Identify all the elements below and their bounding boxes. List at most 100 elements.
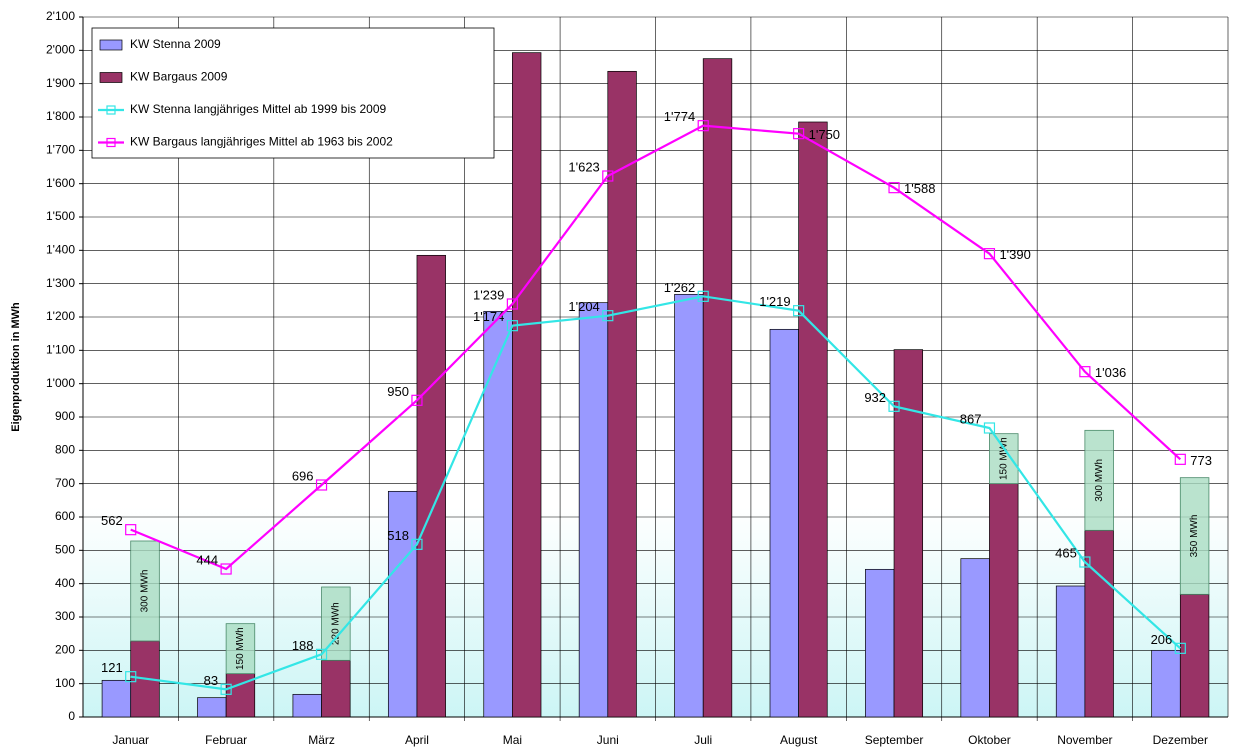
bar <box>769 328 799 718</box>
bar <box>578 302 609 718</box>
bar <box>960 558 990 718</box>
data-label: 1'623 <box>568 159 599 174</box>
data-label: 696 <box>292 468 314 483</box>
bar <box>387 490 418 718</box>
marker <box>697 120 709 132</box>
marker <box>1079 556 1091 568</box>
data-label: 773 <box>1190 453 1212 468</box>
bar <box>1151 649 1181 718</box>
bar <box>512 52 542 718</box>
stacked-box <box>1084 429 1114 531</box>
legend: KW Stenna 2009 KW Bargaus 2009 KW Stenna l… <box>91 27 495 159</box>
data-label: 83 <box>204 673 218 688</box>
legend-label: KW Stenna 2009 <box>130 37 221 51</box>
marker <box>411 394 423 406</box>
y-tick-label: 0 <box>68 709 75 723</box>
data-label: 206 <box>1151 632 1173 647</box>
data-label: 932 <box>864 390 886 405</box>
legend-label: KW Bargaus 2009 <box>130 70 228 84</box>
data-label: 188 <box>292 638 314 653</box>
marker <box>888 400 900 412</box>
marker <box>506 298 518 310</box>
marker <box>983 422 996 434</box>
marker <box>1174 642 1186 654</box>
y-tick-label: 1'700 <box>46 143 75 157</box>
y-tick-label: 1'500 <box>46 209 75 223</box>
data-label: 465 <box>1055 545 1077 560</box>
data-label: 1'588 <box>904 181 935 196</box>
stacked-box-label: 150 MWh <box>998 437 1009 480</box>
legend-marker <box>106 137 116 148</box>
marker <box>602 310 614 322</box>
marker <box>793 128 805 140</box>
x-tick-label: Oktober <box>968 733 1011 747</box>
marker <box>888 182 900 194</box>
stacked-box <box>130 540 160 642</box>
bar <box>416 254 446 718</box>
y-tick-label: 1'800 <box>46 109 75 123</box>
marker <box>697 290 709 302</box>
y-tick-label: 1'000 <box>46 376 75 390</box>
stacked-box-label: 300 MWh <box>1094 459 1105 502</box>
data-label: 444 <box>196 552 218 567</box>
y-tick-label: 600 <box>55 509 75 523</box>
y-tick-label: 2'000 <box>46 43 75 57</box>
bar <box>798 121 828 718</box>
bar <box>893 349 924 718</box>
bar <box>321 659 351 718</box>
marker <box>983 248 996 260</box>
marker <box>315 648 328 660</box>
data-label: 518 <box>387 528 409 543</box>
legend-label: KW Stenna langjähriges Mittel ab 1999 bi… <box>130 102 386 116</box>
stacked-box <box>989 433 1019 485</box>
stacked-box-label: 350 MWh <box>1189 515 1200 558</box>
y-tick-label: 1'300 <box>46 276 75 290</box>
y-tick-label: 800 <box>55 443 75 457</box>
y-tick-label: 400 <box>55 576 75 590</box>
legend-swatch <box>99 72 123 83</box>
data-label: 1'204 <box>568 299 599 314</box>
bar <box>197 697 227 718</box>
y-tick-label: 1'100 <box>46 343 75 357</box>
bar <box>483 310 513 718</box>
bar <box>674 293 704 718</box>
marker <box>125 524 137 536</box>
stacked-box-label: 220 MWh <box>330 602 341 645</box>
bar <box>101 679 132 718</box>
data-label: 950 <box>387 384 409 399</box>
marker <box>315 479 328 491</box>
marker <box>602 170 614 182</box>
marker <box>506 320 518 332</box>
stacked-box-label: 150 MWh <box>235 627 246 670</box>
x-tick-label: April <box>405 733 429 747</box>
y-tick-label: 200 <box>55 643 75 657</box>
x-tick-label: Januar <box>112 733 149 747</box>
bar <box>1084 529 1114 718</box>
x-tick-label: Dezember <box>1153 733 1208 747</box>
bar <box>989 483 1019 718</box>
y-tick-label: 1'900 <box>46 76 75 90</box>
legend-marker <box>106 105 116 115</box>
line <box>130 124 1182 571</box>
x-tick-label: Juli <box>694 733 712 747</box>
x-tick-label: März <box>308 733 335 747</box>
stacked-box <box>1179 477 1210 595</box>
bar <box>1179 593 1210 718</box>
y-tick-label: 100 <box>55 676 75 690</box>
y-tick-label: 300 <box>55 609 75 623</box>
bar <box>1055 585 1086 718</box>
data-label: 1'390 <box>999 247 1030 262</box>
marker <box>411 538 423 550</box>
marker <box>1079 366 1091 378</box>
y-tick-label: 2'100 <box>46 9 75 23</box>
data-label: 121 <box>101 660 123 675</box>
data-label: 1'219 <box>759 294 790 309</box>
data-label: 1'262 <box>664 280 695 295</box>
legend-box <box>91 27 495 159</box>
x-tick-label: Mai <box>503 733 522 747</box>
x-tick-label: November <box>1057 733 1112 747</box>
x-tick-label: August <box>780 733 818 747</box>
y-tick-label: 1'200 <box>46 309 75 323</box>
bar <box>292 693 322 718</box>
